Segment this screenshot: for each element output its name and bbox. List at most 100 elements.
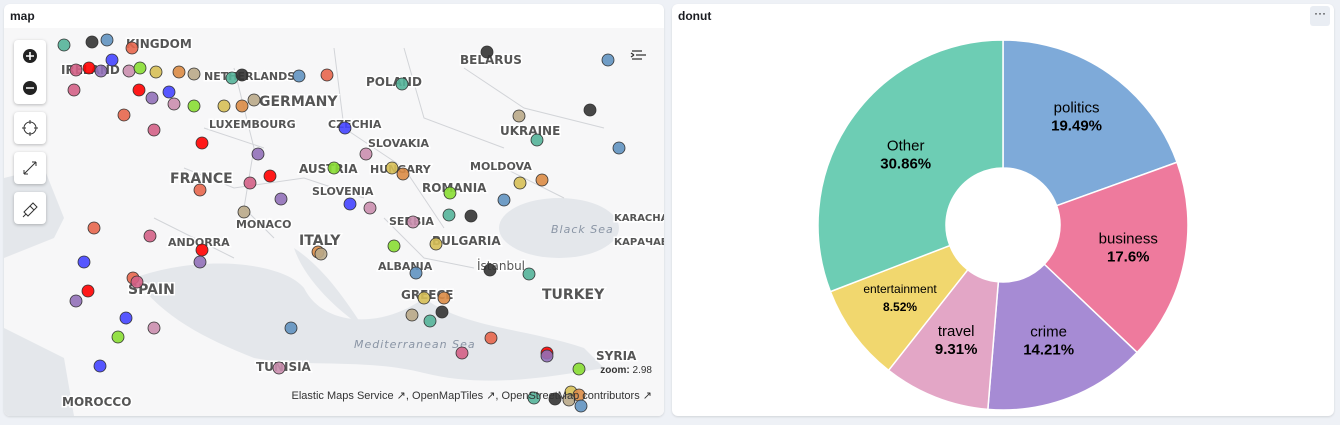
map-point bbox=[320, 68, 334, 82]
map-panel: map Black Sea Mediterranean Sea KINGDOM … bbox=[4, 4, 664, 416]
draw-tool[interactable] bbox=[14, 192, 46, 224]
map-point bbox=[437, 291, 451, 305]
map-point bbox=[93, 359, 107, 373]
slice-value: 30.86% bbox=[880, 155, 931, 172]
map-label: MOLDOVA bbox=[470, 160, 532, 173]
map-label: LUXEMBOURG bbox=[209, 118, 296, 131]
map-point bbox=[442, 208, 456, 222]
zoom-icons bbox=[23, 49, 37, 95]
map-label: KARACHAY-CHERKESSIA bbox=[614, 213, 664, 224]
map-point bbox=[435, 305, 449, 319]
attribution-link[interactable]: Elastic Maps Service bbox=[291, 390, 394, 402]
map-point bbox=[429, 237, 443, 251]
fit-data[interactable] bbox=[14, 152, 46, 184]
map-point bbox=[243, 176, 257, 190]
map-label: MOROCCO bbox=[62, 395, 131, 409]
map-point bbox=[251, 147, 265, 161]
map-point bbox=[195, 243, 209, 257]
map-label: SLOVENIA bbox=[312, 185, 374, 198]
map-point bbox=[284, 321, 298, 335]
map-point bbox=[572, 362, 586, 376]
zoom-label: zoom: bbox=[600, 365, 630, 376]
slice-label: Other bbox=[887, 137, 925, 154]
map-label: MONACO bbox=[236, 218, 291, 231]
map-label: ANDORRA bbox=[168, 236, 230, 249]
map-label: SYRIA bbox=[596, 349, 637, 363]
map-label: UKRAINE bbox=[500, 124, 560, 138]
slice-label: travel bbox=[938, 323, 975, 340]
map-point bbox=[67, 83, 81, 97]
sea bbox=[499, 198, 619, 258]
map-point bbox=[423, 314, 437, 328]
map-point bbox=[235, 99, 249, 113]
map-point bbox=[130, 275, 144, 289]
map-label: SLOVAKIA bbox=[368, 137, 429, 150]
map-point bbox=[147, 321, 161, 335]
map[interactable]: Black Sea Mediterranean Sea KINGDOM IREL… bbox=[4, 28, 664, 416]
map-point bbox=[77, 255, 91, 269]
panel-title: donut bbox=[678, 9, 712, 23]
map-point bbox=[122, 64, 136, 78]
map-point bbox=[187, 67, 201, 81]
map-point bbox=[583, 103, 597, 117]
slice-value: 19.49% bbox=[1051, 117, 1102, 134]
map-point bbox=[117, 108, 131, 122]
map-point bbox=[343, 197, 357, 211]
attribution: Elastic Maps Service ↗, OpenMapTiles ↗, … bbox=[291, 390, 652, 402]
map-point bbox=[497, 193, 511, 207]
slice-value: 17.6% bbox=[1107, 248, 1150, 265]
map-point bbox=[272, 361, 286, 375]
map-point bbox=[359, 147, 373, 161]
ocean bbox=[4, 168, 74, 416]
set-view[interactable] bbox=[14, 112, 46, 144]
map-point bbox=[530, 133, 544, 147]
slice-label: business bbox=[1099, 230, 1158, 247]
map-point bbox=[69, 294, 83, 308]
map-label: BULGARIA bbox=[432, 234, 501, 248]
donut-slice bbox=[1002, 39, 1178, 207]
sea bbox=[134, 263, 604, 381]
map-point bbox=[94, 64, 108, 78]
map-point bbox=[395, 77, 409, 91]
map-label: GERMANY bbox=[259, 94, 338, 110]
map-point bbox=[363, 201, 377, 215]
map-point bbox=[187, 99, 201, 113]
map-label: CZECHIA bbox=[328, 118, 382, 131]
map-point bbox=[85, 35, 99, 49]
map-label: POLAND bbox=[366, 75, 422, 89]
map-point bbox=[417, 291, 431, 305]
map-point bbox=[217, 99, 231, 113]
slice-label: politics bbox=[1054, 99, 1100, 116]
attribution-link[interactable]: OpenMapTiles bbox=[412, 390, 484, 402]
attribution-link[interactable]: OpenStreetMap contributors bbox=[501, 390, 640, 402]
map-point bbox=[314, 247, 328, 261]
donut-slice bbox=[817, 39, 1004, 293]
map-point bbox=[535, 173, 549, 187]
map-point bbox=[172, 65, 186, 79]
map-label: ALBANIA bbox=[378, 260, 433, 273]
map-label: КАРАЧАЕВО-ЧЕРКЕСИЯ bbox=[614, 237, 664, 248]
map-label: ITALY bbox=[299, 233, 341, 249]
map-point bbox=[338, 121, 352, 135]
map-point bbox=[464, 209, 478, 223]
slice-value: 9.31% bbox=[935, 341, 978, 358]
map-point bbox=[263, 169, 277, 183]
map-point bbox=[193, 183, 207, 197]
slice-label: crime bbox=[1030, 324, 1067, 341]
panel-menu[interactable]: ··· bbox=[1310, 6, 1330, 26]
map-point bbox=[513, 176, 527, 190]
map-label: ROMANIA bbox=[422, 181, 487, 195]
map-point bbox=[105, 53, 119, 67]
map-point bbox=[406, 215, 420, 229]
map-point bbox=[162, 85, 176, 99]
map-point bbox=[87, 221, 101, 235]
map-point bbox=[327, 161, 341, 175]
map-point bbox=[385, 161, 399, 175]
donut-panel: donut ··· politics 19.49% business 17.6% cri… bbox=[672, 4, 1334, 416]
map-point bbox=[147, 123, 161, 137]
legend-toggle[interactable] bbox=[630, 50, 646, 60]
map-point bbox=[455, 346, 469, 360]
sea bbox=[294, 248, 444, 347]
map-point bbox=[143, 229, 157, 243]
